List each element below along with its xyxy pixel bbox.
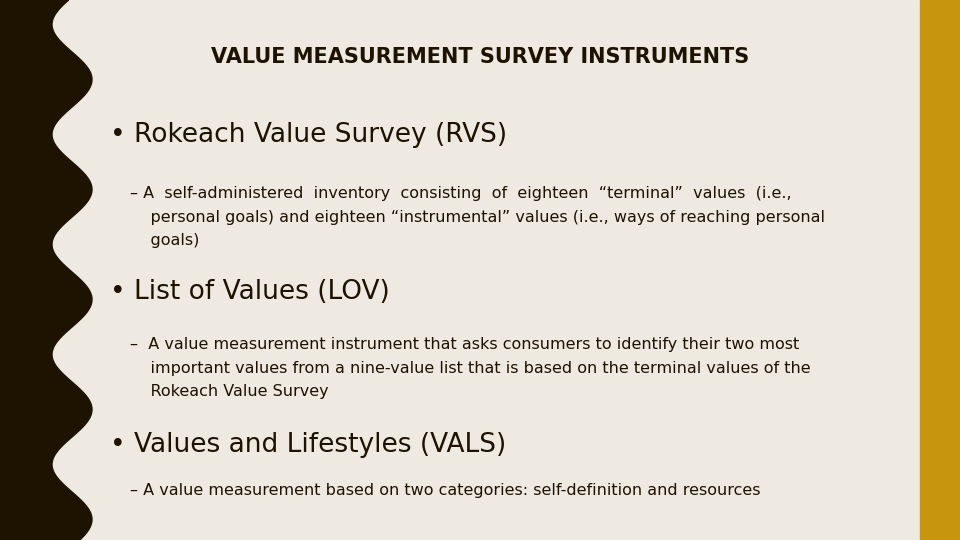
Polygon shape [0,0,92,540]
Text: –  A value measurement instrument that asks consumers to identify their two most: – A value measurement instrument that as… [130,338,810,399]
Text: – A  self-administered  inventory  consisting  of  eighteen  “terminal”  values : – A self-administered inventory consisti… [130,186,825,248]
Text: • Rokeach Value Survey (RVS): • Rokeach Value Survey (RVS) [110,122,508,148]
Text: VALUE MEASUREMENT SURVEY INSTRUMENTS: VALUE MEASUREMENT SURVEY INSTRUMENTS [211,46,749,67]
Text: • List of Values (LOV): • List of Values (LOV) [110,279,390,305]
Text: – A value measurement based on two categories: self-definition and resources: – A value measurement based on two categ… [130,483,760,498]
Text: • Values and Lifestyles (VALS): • Values and Lifestyles (VALS) [110,433,507,458]
